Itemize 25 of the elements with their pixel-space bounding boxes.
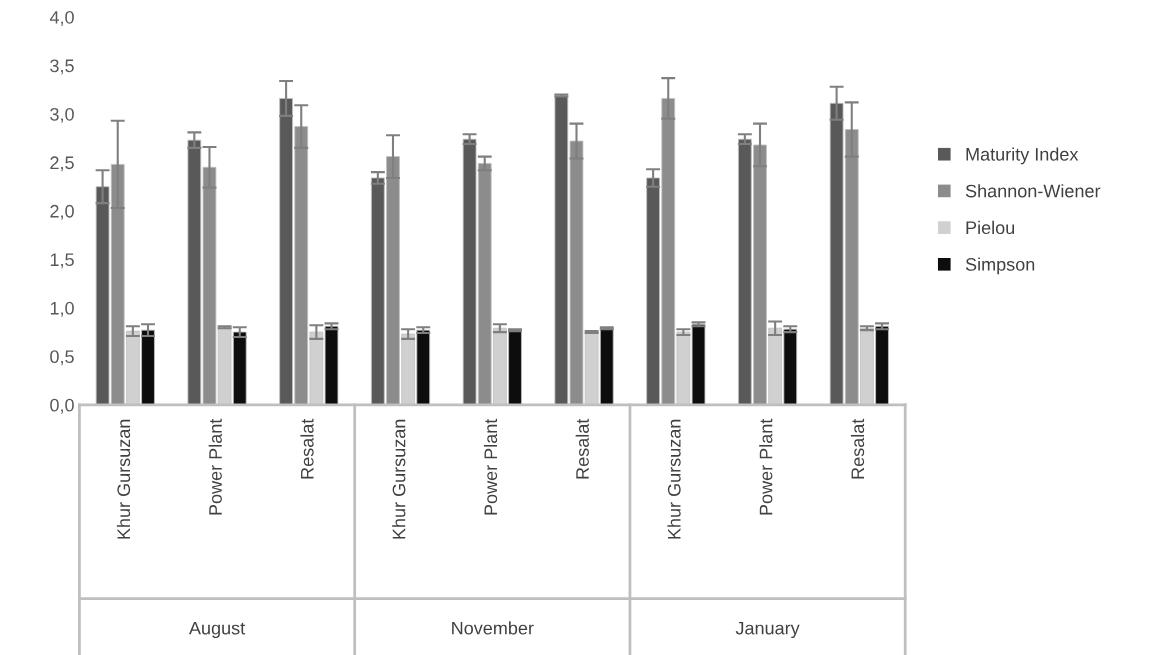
- y-tick-label: 2,0: [50, 204, 74, 220]
- y-tick-label: 0,0: [50, 398, 74, 414]
- y-tick-label: 1,5: [50, 253, 74, 269]
- legend-label: Shannon-Wiener: [965, 184, 1101, 198]
- x-tick-label: Resalat: [850, 418, 865, 479]
- legend-label: Simpson: [965, 257, 1035, 275]
- x-tick-label: Resalat: [300, 418, 314, 479]
- x-tick-label: Resalat: [575, 418, 589, 479]
- x-tick-label: Power Plant: [759, 418, 773, 515]
- legend-label: Maturity Index: [966, 147, 1079, 165]
- x-tick-label: Power Plant: [208, 418, 222, 515]
- y-tick-label: 0,5: [50, 350, 74, 366]
- text: January: [735, 621, 800, 639]
- legend-label: Pielou: [966, 220, 1015, 235]
- x-tick-label: Khur Gursuzan: [392, 419, 406, 539]
- text: August: [188, 621, 246, 639]
- y-tick-label: 4,0: [49, 10, 74, 26]
- x-tick-label: Power Plant: [483, 418, 498, 515]
- y-tick-label: 3,0: [50, 107, 74, 123]
- y-tick-label: 3,5: [50, 59, 74, 75]
- x-tick-label: Khur Gursuzan: [116, 419, 131, 539]
- x-tick-label: Khur Gursuzan: [667, 419, 681, 539]
- text: November: [452, 621, 534, 635]
- y-tick-label: 2,5: [50, 156, 74, 172]
- y-tick-label: 1,0: [50, 301, 74, 317]
